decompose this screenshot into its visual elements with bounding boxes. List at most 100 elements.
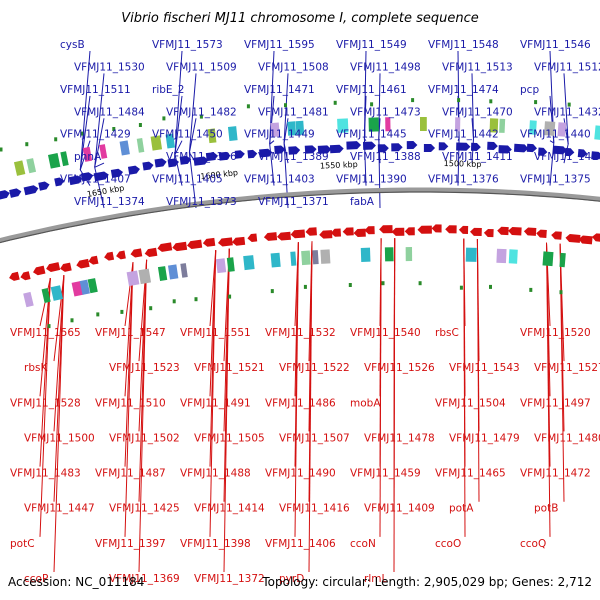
leader-line: [269, 50, 275, 145]
rna-marker: [270, 289, 274, 294]
reverse-gene-label: VFMJ11_1502: [109, 432, 180, 444]
forward-gene-label: VFMJ11_1429: [60, 129, 131, 141]
reverse-gene-label: VFMJ11_1372: [194, 573, 265, 585]
forward-gene-label: VFMJ11_1470: [442, 106, 513, 118]
reverse-gene-arrow: [508, 227, 522, 236]
reverse-gene-label: VFMJ11_1543: [449, 362, 520, 374]
reverse-gene-arrow: [76, 258, 90, 269]
feature-block: [295, 120, 305, 136]
feature-block: [544, 121, 556, 136]
forward-gene-label: VFMJ11_1512: [534, 61, 600, 73]
reverse-gene-arrow: [88, 255, 99, 265]
forward-gene-arrow: [538, 147, 548, 156]
feature-block: [119, 140, 130, 156]
feature-block: [287, 121, 297, 136]
rna-marker: [70, 318, 74, 323]
reverse-gene-label: VFMJ11_1416: [279, 503, 350, 515]
forward-gene-label: VFMJ11_1389: [258, 151, 329, 163]
forward-gene-arrow: [68, 175, 83, 186]
feature-block: [385, 117, 391, 132]
reverse-gene-arrow: [232, 236, 246, 246]
forward-gene-arrow: [591, 151, 600, 160]
rna-marker: [333, 100, 337, 105]
feature-block: [243, 255, 255, 271]
forward-gene-arrow: [406, 141, 418, 150]
reverse-gene-label: VFMJ11_1487: [95, 468, 166, 480]
feature-block: [594, 125, 600, 141]
rna-marker: [370, 102, 374, 107]
feature-block: [360, 247, 371, 262]
forward-gene-arrow: [205, 152, 219, 162]
leader-line: [471, 138, 474, 164]
feature-block: [529, 120, 537, 135]
rna-marker: [96, 312, 100, 317]
reverse-gene-label: VFMJ11_1507: [279, 432, 350, 444]
feature-block: [226, 257, 235, 272]
reverse-gene-arrow: [9, 271, 20, 281]
reverse-gene-label: pyrD: [279, 573, 304, 585]
leader-line: [138, 259, 148, 573]
reverse-gene-label: VFMJ11_1528: [10, 397, 81, 409]
reverse-gene-arrow: [277, 231, 291, 241]
rna-marker: [559, 290, 563, 295]
rna-marker: [228, 294, 232, 299]
reverse-gene-label: VFMJ11_1478: [364, 432, 435, 444]
reverse-gene-arrow: [353, 228, 366, 237]
leader-line: [124, 262, 134, 537]
reverse-gene-arrow: [33, 265, 46, 276]
forward-gene-arrow: [154, 158, 167, 168]
reverse-gene-arrow: [497, 226, 509, 236]
feature-block: [227, 126, 238, 141]
reverse-gene-label: VFMJ11_1369: [109, 573, 180, 585]
forward-gene-label: VFMJ11_1396: [166, 151, 237, 163]
reverse-gene-label: VFMJ11_1540: [350, 327, 421, 339]
rna-marker: [303, 284, 307, 289]
reverse-gene-arrow: [551, 231, 562, 240]
rna-marker: [0, 147, 3, 152]
forward-gene-arrow: [346, 141, 362, 150]
reverse-gene-label: ccoP: [24, 573, 48, 585]
reverse-gene-label: VFMJ11_1526: [364, 362, 435, 374]
tick-label: 1550 kbp: [320, 160, 358, 171]
reverse-gene-arrow: [104, 251, 115, 261]
reverse-gene-arrow: [379, 225, 393, 234]
reverse-gene-label: rbsK: [24, 362, 48, 374]
reverse-gene-arrow: [330, 228, 342, 237]
forward-gene-label: VFMJ11_1513: [442, 61, 513, 73]
reverse-gene-arrow: [592, 233, 600, 242]
leader-line: [308, 241, 313, 573]
leader-line: [393, 238, 396, 573]
forward-gene-label: VFMJ11_1509: [166, 61, 237, 73]
reverse-gene-arrow: [305, 227, 317, 236]
reverse-gene-label: VFMJ11_1406: [265, 538, 336, 550]
reverse-gene-arrow: [290, 229, 306, 239]
reverse-gene-label: VFMJ11_1409: [364, 503, 435, 515]
leader-line: [269, 140, 275, 145]
rna-marker: [459, 285, 463, 290]
forward-gene-label: VFMJ11_1373: [166, 196, 237, 208]
forward-gene-arrow: [9, 188, 22, 198]
leader-line: [53, 275, 65, 432]
reverse-gene-arrow: [46, 262, 61, 272]
forward-gene-label: VFMJ11_1481: [258, 106, 329, 118]
reverse-gene-label: VFMJ11_1425: [109, 503, 180, 515]
forward-gene-arrow: [377, 144, 389, 153]
feature-block: [384, 247, 394, 262]
rna-marker: [199, 114, 203, 119]
forward-gene-label: VFMJ11_1511: [60, 84, 131, 96]
forward-gene-arrow: [423, 144, 436, 153]
reverse-gene-label: VFMJ11_1521: [194, 362, 265, 374]
feature-block: [82, 146, 93, 162]
forward-gene-arrow: [110, 168, 123, 178]
reverse-gene-label: VFMJ11_1565: [10, 327, 81, 339]
reverse-gene-arrow: [445, 225, 457, 234]
reverse-gene-arrow: [404, 227, 415, 236]
rna-marker: [348, 283, 352, 287]
feature-block: [23, 291, 34, 308]
forward-gene-arrow: [552, 145, 568, 155]
feature-block: [405, 247, 413, 262]
leader-line: [94, 73, 105, 168]
reverse-gene-label: VFMJ11_1465: [435, 468, 506, 480]
feature-block: [368, 117, 379, 132]
rna-marker: [529, 287, 533, 292]
